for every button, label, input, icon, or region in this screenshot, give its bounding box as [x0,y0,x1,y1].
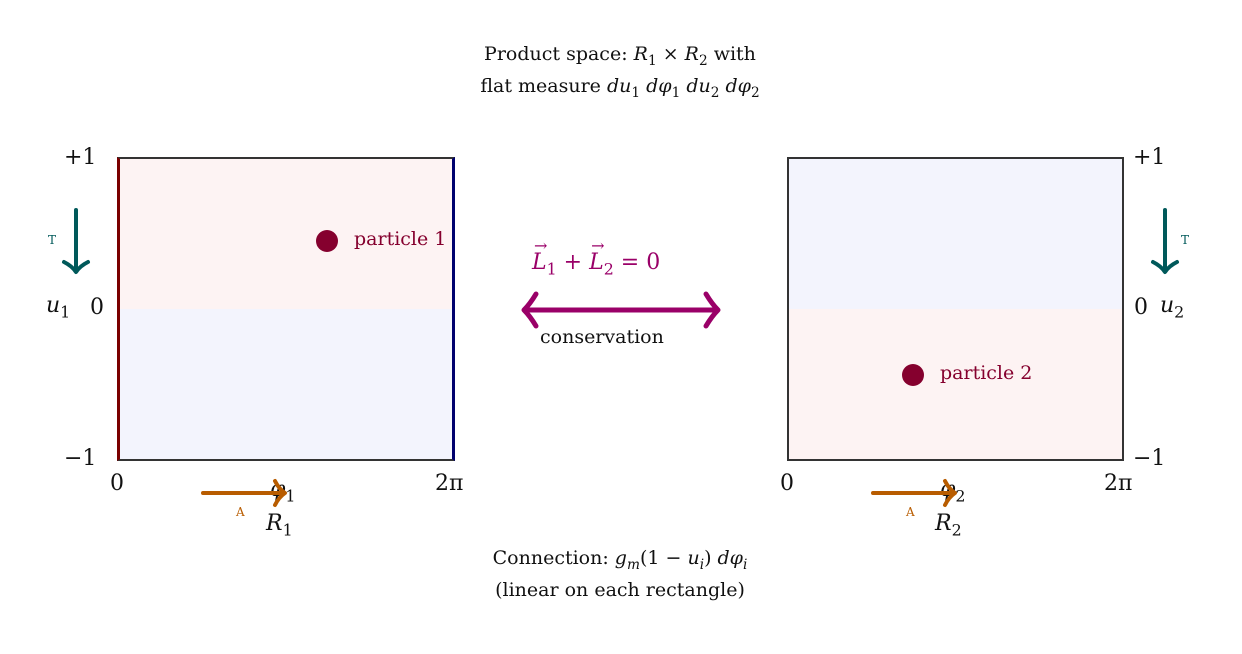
left-a-right-arrow-icon [201,479,287,507]
left-tau-label: T [48,233,57,247]
left-tau-down-arrow-icon [62,208,90,274]
l1-vector: → L1 [532,236,557,279]
left-rectangle [117,157,455,461]
right-tau-label: T [1181,233,1190,247]
left-y-tick-mid: 0 [90,295,104,320]
right-top-region [789,159,1122,309]
measure-term: dφ1 [646,74,681,101]
l2-vector: → L2 [589,236,614,279]
right-y-axis-label: u2 [1160,293,1185,322]
region-r1-symbol: R1 [633,43,657,69]
equals-zero: = 0 [613,250,661,275]
header-suffix: with [707,43,756,65]
right-rectangle [787,157,1124,461]
header-caption: Product space: R1 × R2 with flat measure… [370,42,870,106]
left-x-tick-2pi: 2π [435,471,464,496]
particle-2-dot [902,364,924,386]
header-line-2: flat measure du1 dφ1 du2 dφ2 [370,74,870,106]
measure-term: du2 [686,74,720,101]
measure-term: du1 [606,74,641,101]
particle-2-label: particle 2 [940,362,1033,384]
right-tau-down-arrow-icon [1151,208,1179,274]
plus-sign: + [556,250,590,275]
paren-close: ) [704,547,718,569]
left-bottom-region [120,309,452,459]
header-prefix: Product space: [484,43,634,65]
g-m-symbol: gm [614,547,640,573]
left-x-tick-0: 0 [110,471,124,496]
left-top-region [120,159,452,309]
u-i-symbol: ui [687,547,705,573]
particle-1-label: particle 1 [354,228,447,250]
times-symbol: × [656,43,685,65]
right-bottom-region [789,309,1122,459]
right-y-tick-bottom: −1 [1133,446,1166,471]
left-region-label: R1 [266,511,293,540]
footer-caption: Connection: gm(1 − ui) dφi (linear on ea… [370,546,870,603]
conservation-label: conservation [540,326,664,348]
connection-prefix: Connection: [492,547,615,569]
right-y-tick-top: +1 [1133,145,1166,170]
right-region-label: R2 [935,511,962,540]
left-a-label: A [236,505,246,519]
measure-term: dφ2 [725,74,760,101]
measure-prefix: flat measure [480,74,607,97]
right-y-tick-mid: 0 [1134,295,1148,320]
conservation-equation: → L1 + → L2 = 0 [532,236,661,279]
footer-line-1: Connection: gm(1 − ui) dφi [370,546,870,578]
right-x-tick-0: 0 [780,471,794,496]
footer-line-2: (linear on each rectangle) [495,578,745,601]
region-r2-symbol: R2 [684,43,708,69]
dphi-i-symbol: dφi [717,547,748,573]
conservation-double-arrow-icon [521,291,721,329]
left-y-tick-top: +1 [64,145,97,170]
left-y-tick-bottom: −1 [64,446,97,471]
right-a-right-arrow-icon [871,479,957,507]
right-x-tick-2pi: 2π [1104,471,1133,496]
paren-open: (1 − [639,547,688,569]
header-line-1: Product space: R1 × R2 with [370,42,870,74]
particle-1-dot [316,230,338,252]
left-y-axis-label: u1 [46,293,71,322]
right-a-label: A [906,505,916,519]
